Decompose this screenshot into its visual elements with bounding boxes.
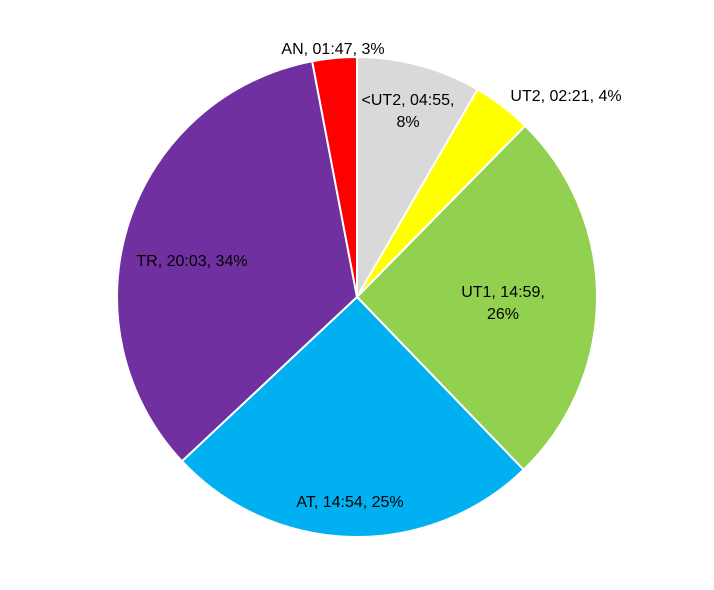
data-label-at: AT, 14:54, 25%	[296, 494, 403, 511]
data-label-ut2: UT2, 02:21, 4%	[510, 88, 621, 105]
pie-slice-at	[180, 295, 526, 538]
data-label-ut1: UT1, 14:59, 26%	[461, 284, 545, 323]
pie-slice-tr	[116, 60, 359, 463]
pie-slice-ut2-lt	[356, 55, 479, 301]
data-labels: <UT2, 04:55, 8% UT2, 02:21, 4% UT1, 14:59, 2…	[136, 41, 621, 511]
pie-slice-ut1	[355, 124, 598, 472]
pie-slices	[116, 55, 598, 538]
data-label-ut2-lt: <UT2, 04:55, 8%	[362, 92, 455, 131]
data-label-tr: TR, 20:03, 34%	[136, 253, 247, 270]
pie-slice-an	[310, 55, 358, 298]
data-label-an: AN, 01:47, 3%	[281, 41, 384, 58]
